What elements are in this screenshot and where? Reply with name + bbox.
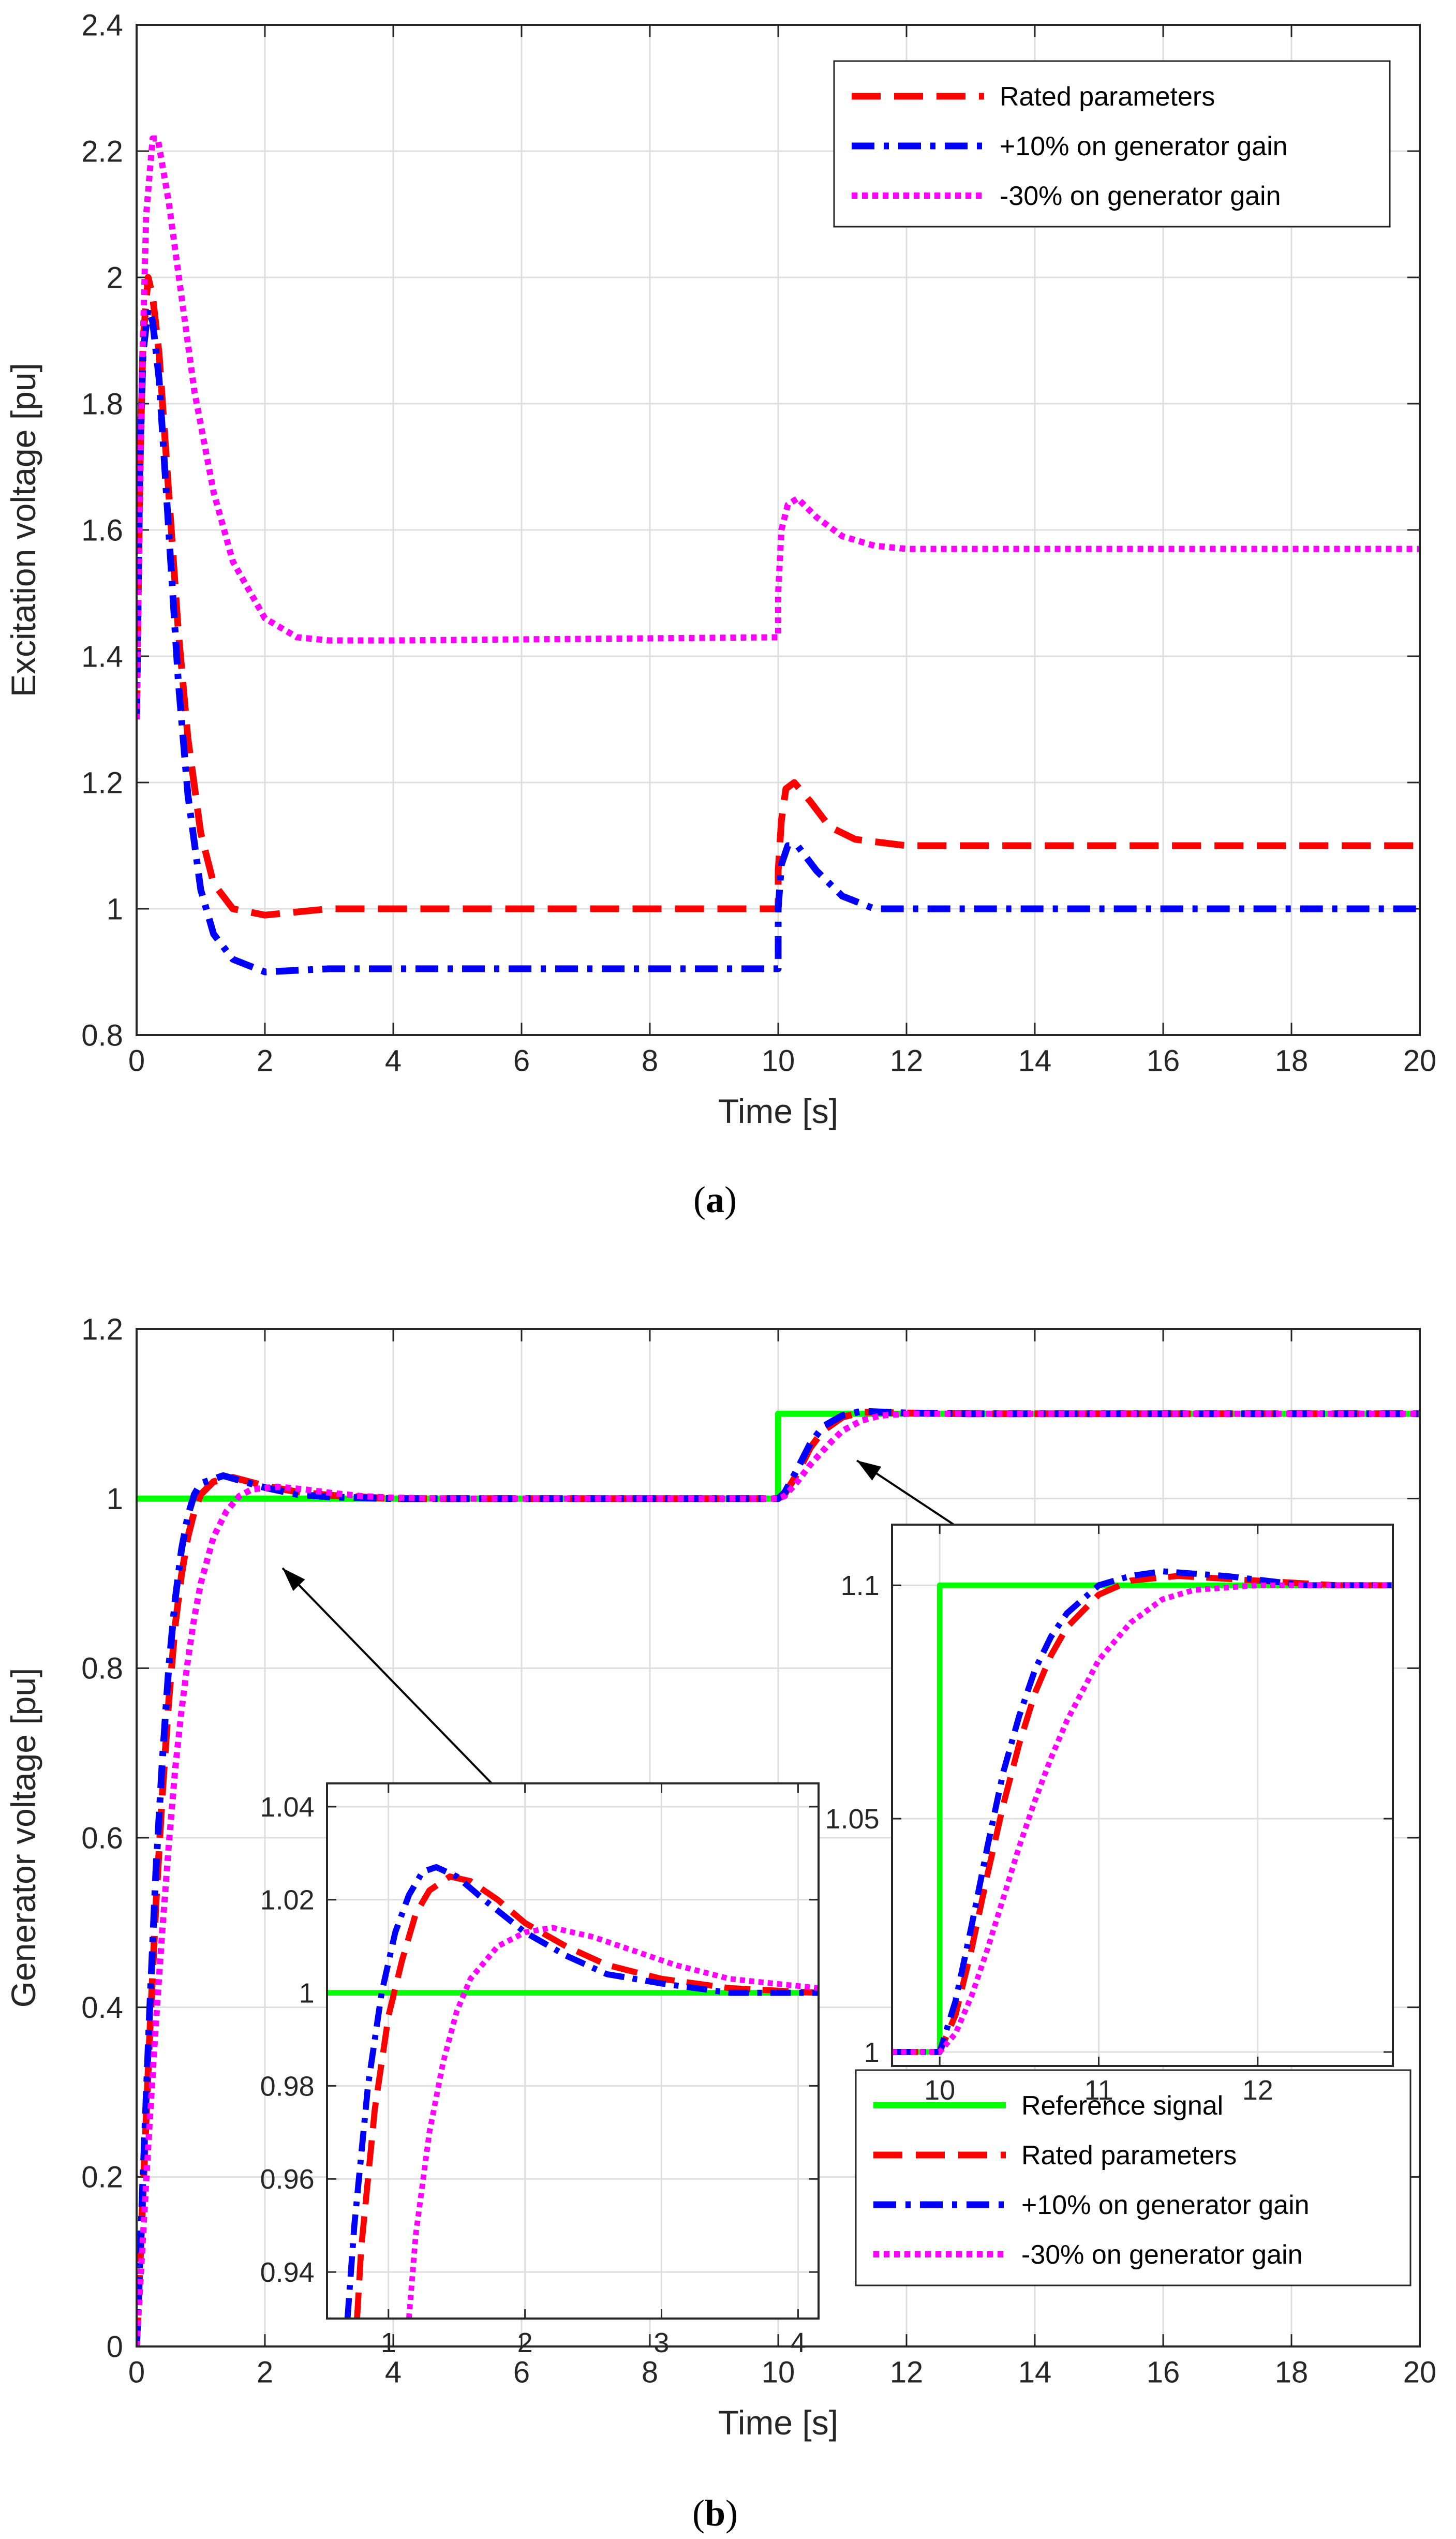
inset1-xtick-label-1: 2 bbox=[517, 2327, 533, 2358]
caption-b-letter: b bbox=[705, 2492, 725, 2534]
inset2-xtick-label-2: 12 bbox=[1242, 2075, 1273, 2106]
a-xtick-label-2: 4 bbox=[385, 1044, 402, 1078]
b-ytick-label-2: 0.4 bbox=[81, 1991, 123, 2025]
inset2-series-2-line bbox=[892, 1568, 1393, 2055]
inset1-xtick-label-3: 4 bbox=[790, 2327, 806, 2358]
b-arrow-1-head bbox=[283, 1568, 305, 1591]
inset2-frame bbox=[891, 1524, 1394, 2067]
b-xtick-label-10: 20 bbox=[1403, 2356, 1437, 2389]
a-ytick-label-2: 1.2 bbox=[81, 766, 123, 800]
b-ytick-label-3: 0.6 bbox=[81, 1821, 123, 1855]
inset1-frame bbox=[326, 1782, 820, 2320]
inset1-plot-area bbox=[327, 1783, 819, 2319]
b-xtick-label-1: 2 bbox=[257, 2356, 273, 2389]
inset2-series-3-line bbox=[892, 1582, 1393, 2055]
b-arrow-2-head bbox=[857, 1460, 882, 1481]
a-legend-label-1: +10% on generator gain bbox=[1000, 131, 1288, 161]
inset2-ytick-label-1: 1.05 bbox=[825, 1804, 880, 1835]
a-ytick-label-3: 1.4 bbox=[81, 640, 123, 673]
inset1-ytick-label-0: 0.94 bbox=[260, 2257, 315, 2288]
b-ytick-label-6: 1.2 bbox=[81, 1312, 123, 1346]
b-ylabel: Generator voltage [pu] bbox=[4, 1668, 42, 2008]
b-xtick-label-2: 4 bbox=[385, 2356, 402, 2389]
a-xtick-label-8: 16 bbox=[1147, 1044, 1180, 1078]
inset-2: 10 11 12 1 1.05 1.1 bbox=[825, 1524, 1394, 2106]
a-xtick-label-5: 10 bbox=[762, 1044, 795, 1078]
a-xtick-label-10: 20 bbox=[1403, 1044, 1437, 1078]
inset1-ytick-label-4: 1.02 bbox=[260, 1885, 315, 1916]
a-ytick-label-8: 2.4 bbox=[81, 8, 123, 42]
subplot-b: 0 2 4 6 8 10 12 14 16 18 2000.20.40.60.811.2Refere… bbox=[4, 1312, 1436, 2442]
inset1-ytick-label-2: 0.98 bbox=[260, 2071, 315, 2102]
a-xtick-label-0: 0 bbox=[128, 1044, 145, 1078]
a-xtick-label-3: 6 bbox=[513, 1044, 530, 1078]
inset1-series-1-line bbox=[354, 1873, 819, 2319]
inset1-ytick-label-5: 1.04 bbox=[260, 1792, 315, 1823]
b-xtick-label-4: 8 bbox=[642, 2356, 658, 2389]
b-xtick-label-7: 14 bbox=[1018, 2356, 1052, 2389]
a-xtick-label-6: 12 bbox=[890, 1044, 924, 1078]
a-ytick-label-4: 1.6 bbox=[81, 513, 123, 547]
a-xtick-label-9: 18 bbox=[1275, 1044, 1309, 1078]
b-frame bbox=[136, 1328, 1421, 2348]
inset-1: 1 2 3 4 0.94 0.96 0.98 1 1.02 1.04 bbox=[260, 1782, 820, 2358]
b-xtick-label-5: 10 bbox=[762, 2356, 795, 2389]
a-ytick-label-5: 1.8 bbox=[81, 387, 123, 421]
caption-a: (a) bbox=[693, 1179, 737, 1220]
b-legend-label-2: +10% on generator gain bbox=[1021, 2190, 1310, 2220]
b-ytick-label-1: 0.2 bbox=[81, 2161, 123, 2194]
b-xtick-label-0: 0 bbox=[128, 2356, 145, 2389]
caption-a-letter: a bbox=[706, 1179, 724, 1220]
b-legend-label-1: Rated parameters bbox=[1021, 2141, 1237, 2171]
b-xtick-label-6: 12 bbox=[890, 2356, 924, 2389]
b-series-2-line bbox=[137, 1408, 1420, 2346]
inset2-ytick-label-2: 1.1 bbox=[841, 1570, 880, 1601]
a-ytick-label-7: 2.2 bbox=[81, 135, 123, 168]
b-ytick-label-4: 0.8 bbox=[81, 1652, 123, 1686]
inset1-ytick-label-1: 0.96 bbox=[260, 2164, 315, 2195]
inset1-xtick-label-0: 1 bbox=[381, 2327, 396, 2358]
inset1-series-3-line bbox=[406, 1925, 819, 2319]
subplot-a: 0 2 4 6 8 10 12 14 16 18 20 0.8 1 1.2 1.4 1.6 1.8 2 2.2 2.4… bbox=[4, 8, 1436, 1130]
a-xlabel: Time [s] bbox=[718, 1092, 838, 1130]
a-ytick-label-1: 1 bbox=[107, 892, 123, 926]
inset1-series-2-line bbox=[344, 1864, 819, 2319]
b-ytick-label-5: 1 bbox=[107, 1482, 123, 1516]
inset1-ytick-label-3: 1 bbox=[299, 1978, 315, 2009]
b-legend-label-0: Reference signal bbox=[1021, 2091, 1223, 2121]
a-xtick-label-7: 14 bbox=[1018, 1044, 1052, 1078]
b-legend-label-3: -30% on generator gain bbox=[1021, 2240, 1303, 2270]
a-series-0-line bbox=[137, 274, 1420, 919]
a-legend-label-0: Rated parameters bbox=[1000, 82, 1215, 112]
inset2-plot-area bbox=[892, 1525, 1393, 2066]
b-xlabel: Time [s] bbox=[718, 2403, 838, 2442]
b-ytick-label-0: 0 bbox=[107, 2330, 123, 2364]
inset2-ytick-label-0: 1 bbox=[864, 2037, 880, 2068]
b-xtick-label-8: 16 bbox=[1147, 2356, 1180, 2389]
inset1-xtick-label-2: 3 bbox=[654, 2327, 670, 2358]
b-series-3-line bbox=[137, 1410, 1420, 2346]
a-xtick-label-1: 2 bbox=[257, 1044, 273, 1078]
b-xtick-label-3: 6 bbox=[513, 2356, 530, 2389]
inset2-xtick-label-0: 10 bbox=[924, 2075, 955, 2106]
a-xtick-label-4: 8 bbox=[642, 1044, 658, 1078]
a-ytick-label-6: 2 bbox=[107, 261, 123, 294]
a-ytick-label-0: 0.8 bbox=[81, 1018, 123, 1052]
a-legend-box bbox=[833, 60, 1391, 228]
a-ylabel: Excitation voltage [pu] bbox=[4, 363, 42, 697]
a-series-1-line bbox=[137, 305, 1420, 976]
inset2-xtick-label-1: 11 bbox=[1084, 2075, 1113, 2106]
caption-b: (b) bbox=[692, 2492, 738, 2534]
a-frame bbox=[136, 24, 1421, 1036]
a-legend-label-2: -30% on generator gain bbox=[1000, 181, 1281, 211]
b-xtick-label-9: 18 bbox=[1275, 2356, 1309, 2389]
